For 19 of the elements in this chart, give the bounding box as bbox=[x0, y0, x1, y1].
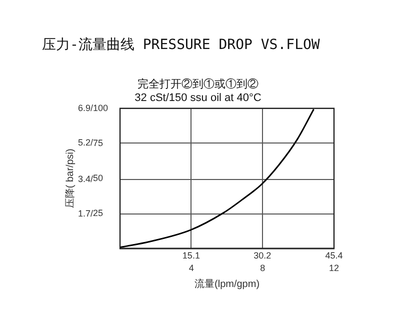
chart-subtitle: 完全打开②到①或①到② 32 cSt/150 ssu oil at 40°C bbox=[134, 78, 262, 104]
x2-tick-label: 12 bbox=[328, 263, 340, 274]
y2-tick-label: 50 bbox=[93, 172, 104, 183]
x2-tick-label: 4 bbox=[188, 263, 194, 274]
y-tick-label: 3.4/ bbox=[78, 174, 94, 184]
y-tick-label: 5.2/ bbox=[78, 137, 94, 148]
chart-title: 压力-流量曲线 PRESSURE DROP VS.FLOW bbox=[42, 36, 320, 54]
y2-tick-label: 25 bbox=[93, 208, 104, 218]
y2-tick-label: 75 bbox=[93, 138, 104, 148]
x-axis-title: 流量(lpm/gpm) bbox=[194, 278, 260, 290]
line-series bbox=[120, 108, 314, 248]
y2-tick-label: 100 bbox=[93, 102, 108, 113]
x-tick-label: 15.1 bbox=[182, 250, 200, 260]
x2-tick-label: 8 bbox=[260, 263, 266, 274]
y-tick-label: 1.7/ bbox=[78, 208, 94, 218]
x-tick-label: 30.2 bbox=[254, 250, 272, 260]
y-axis-title: 压降( bar/psi) bbox=[64, 148, 76, 208]
y-tick-label: 6.9/ bbox=[78, 102, 94, 113]
x-tick-label: 45.4 bbox=[325, 250, 343, 260]
